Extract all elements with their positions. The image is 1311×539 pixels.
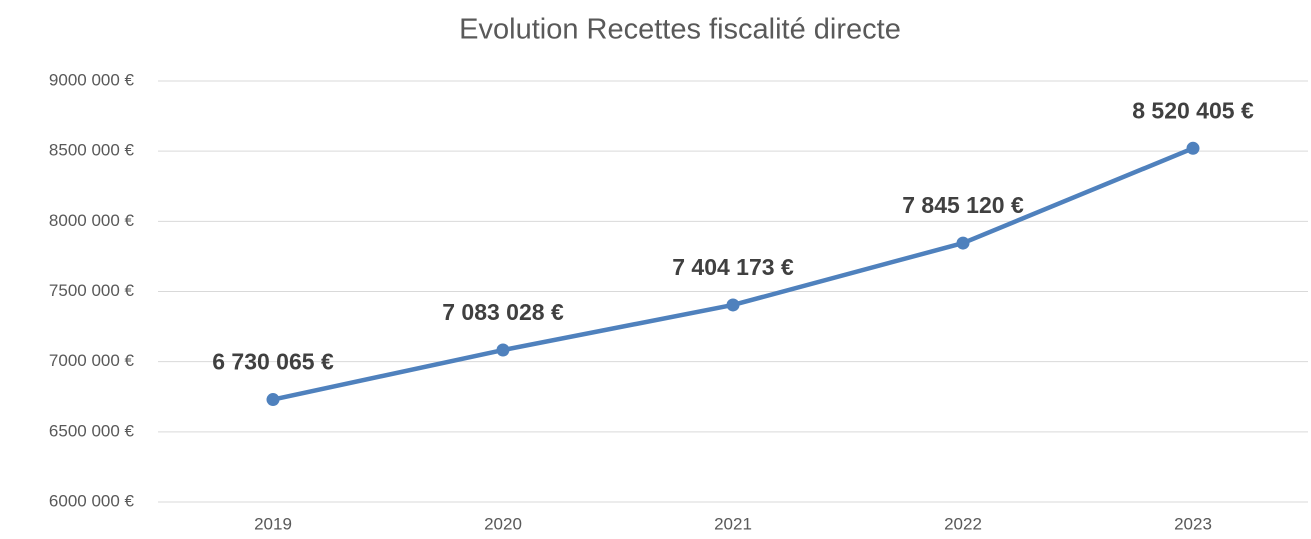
data-label: 7 404 173 € [672,254,794,280]
data-point [726,298,740,312]
y-tick-label: 6000 000 € [49,491,135,510]
y-tick-label: 8000 000 € [49,211,135,230]
data-label: 7 083 028 € [442,299,564,325]
data-point [266,393,280,407]
chart-title: Evolution Recettes fiscalité directe [459,14,901,46]
y-tick-label: 6500 000 € [49,421,135,440]
y-tick-label: 7000 000 € [49,351,135,370]
x-tick-label: 2020 [484,514,522,533]
x-tick-label: 2022 [944,514,982,533]
y-tick-label: 8500 000 € [49,141,135,160]
data-point [956,236,970,250]
data-label: 6 730 065 € [212,349,334,375]
data-point [1186,141,1200,155]
data-label: 8 520 405 € [1132,97,1254,123]
x-tick-label: 2021 [714,514,752,533]
x-tick-label: 2019 [254,514,292,533]
data-label: 7 845 120 € [902,192,1024,218]
y-tick-label: 7500 000 € [49,281,135,300]
y-tick-label: 9000 000 € [49,70,135,89]
x-tick-label: 2023 [1174,514,1212,533]
data-point [496,343,510,357]
